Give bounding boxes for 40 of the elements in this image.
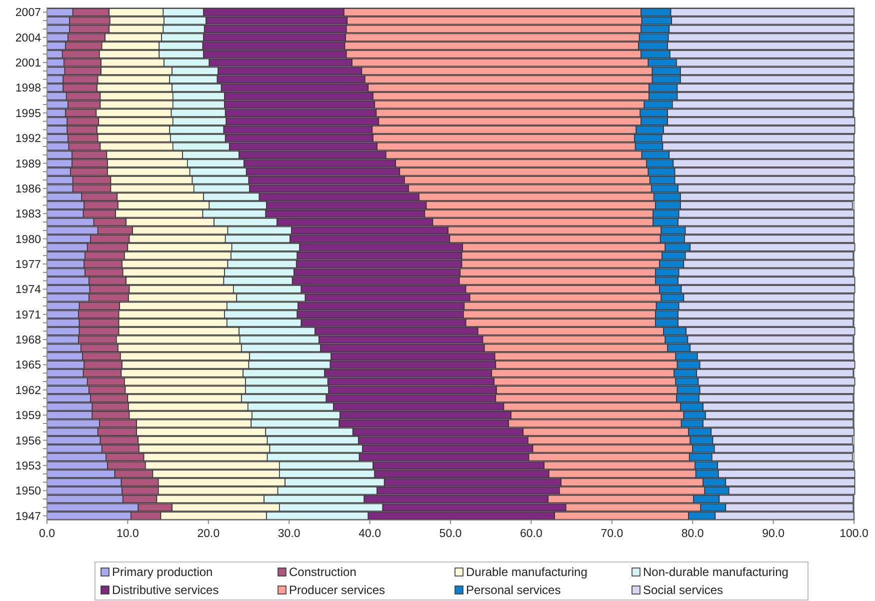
y-tick-label: 1959 — [15, 410, 41, 422]
x-tick-label: 80.0 — [681, 528, 704, 540]
y-tick-label: 2007 — [15, 7, 41, 20]
legend-label: Producer services — [289, 583, 386, 597]
y-tick-label: 1956 — [15, 435, 41, 448]
y-tick-label: 1974 — [15, 284, 42, 296]
legend-label: Construction — [289, 565, 356, 579]
legend-label: Social services — [643, 583, 724, 597]
y-tick-label: 2004 — [15, 32, 42, 44]
y-tick-label: 1968 — [15, 334, 41, 347]
x-tick-label: 60.0 — [520, 528, 542, 540]
y-tick-label: 1950 — [15, 486, 41, 498]
y-tick-label: 1995 — [15, 108, 41, 120]
legend-label: Durable manufacturing — [466, 565, 588, 579]
y-tick-label: 1989 — [15, 158, 41, 170]
y-tick-label: 1980 — [15, 234, 41, 246]
y-tick-label: 1986 — [15, 183, 41, 196]
x-tick-label: 70.0 — [600, 528, 624, 540]
legend-label: Personal services — [466, 583, 561, 597]
y-tick-label: 1977 — [15, 259, 41, 271]
legend-label: Non-durable manufacturing — [643, 565, 788, 579]
y-tick-label: 1992 — [15, 133, 41, 146]
x-tick-label: 100.0 — [840, 528, 868, 540]
y-tick-label: 1971 — [15, 309, 41, 322]
legend-label: Primary production — [112, 565, 213, 579]
x-tick-label: 30.0 — [278, 528, 300, 540]
legend-label: Distributive services — [112, 583, 219, 597]
x-tick-label: 10.0 — [116, 528, 139, 540]
y-tick-label: 1998 — [15, 82, 41, 95]
y-tick-label: 1983 — [15, 208, 41, 221]
x-tick-label: 20.0 — [197, 528, 220, 540]
x-tick-label: 90.0 — [762, 528, 784, 540]
y-tick-label: 2001 — [15, 58, 41, 70]
x-tick-label: 50.0 — [439, 528, 462, 540]
y-tick-label: 1965 — [15, 360, 41, 372]
x-tick-label: 40.0 — [358, 528, 381, 540]
x-tick-label: 0.0 — [39, 528, 55, 540]
y-tick-label: 1953 — [15, 460, 41, 472]
y-tick-label: 1962 — [15, 384, 41, 397]
y-tick-label: 1947 — [15, 510, 41, 523]
